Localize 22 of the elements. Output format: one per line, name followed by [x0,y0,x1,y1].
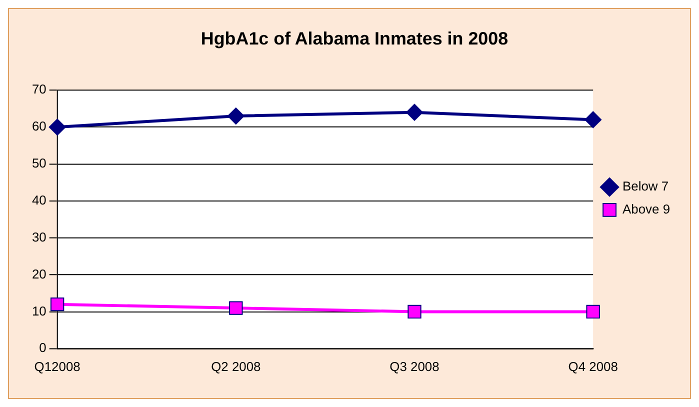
point [586,304,600,319]
y-tick-label: 50 [32,156,46,171]
y-tick-label: 0 [39,340,46,356]
y-tick-label: 10 [32,303,46,318]
chart-title: HgbA1c of Alabama Inmates in 2008 [200,28,508,49]
x-tick-label: Q4 2008 [568,358,618,374]
y-tick-label: 60 [32,118,46,134]
y-tick-label: 20 [32,266,46,282]
x-tick-label: Q2 2008 [211,358,261,374]
point [227,108,244,124]
point [406,104,423,121]
y-tick-label: 70 [32,82,46,97]
y-tick-label: 40 [32,192,46,208]
legend-label: Above 9 [622,202,670,217]
x-tick-label: Q3 2008 [390,358,440,374]
y-tick-label: 30 [32,229,46,244]
point [584,111,602,128]
legend-label: Below 7 [622,178,669,194]
x-tick-label: Q12008 [34,358,80,374]
point [48,118,66,136]
point [229,301,243,315]
point [408,304,422,319]
